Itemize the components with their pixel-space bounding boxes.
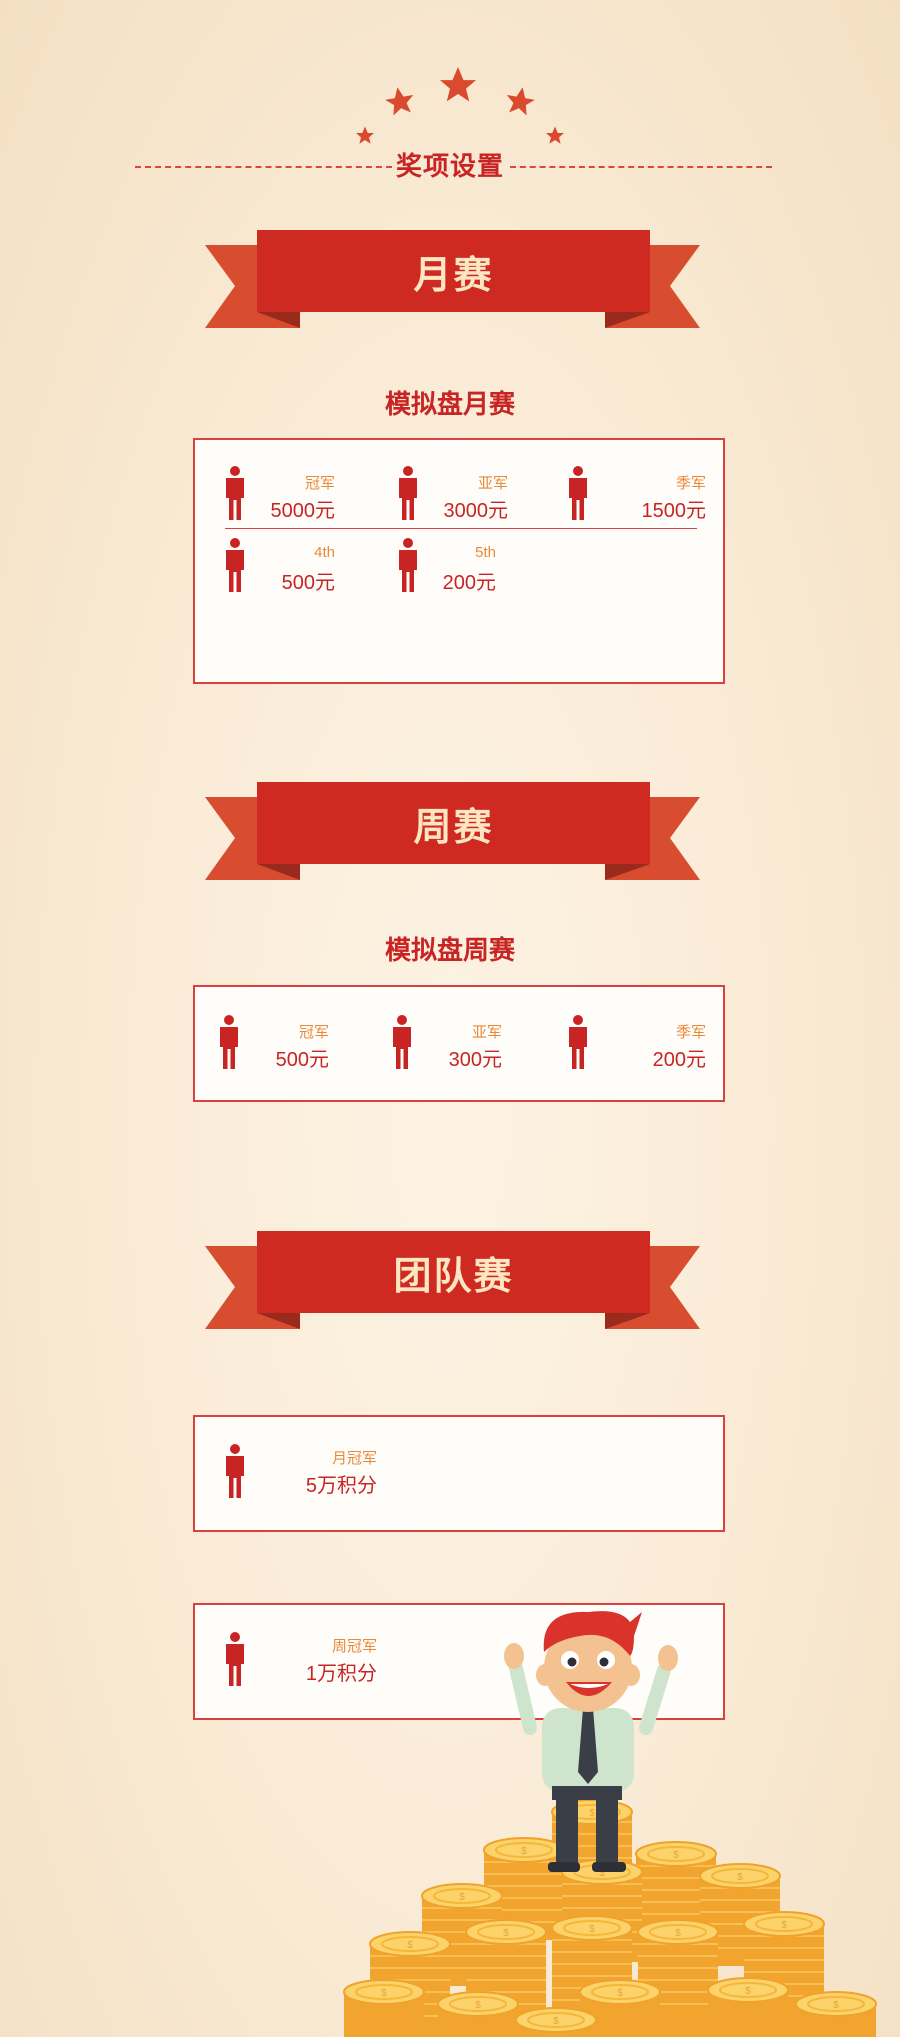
coin-stack: $	[343, 1611, 877, 2037]
businessman-illustration	[504, 1611, 678, 1872]
prize-card-team-monthly: 月冠军 5万积分	[193, 1415, 725, 1532]
person-icon	[226, 1632, 244, 1686]
star-icon	[383, 84, 417, 117]
prize-item: 4th 500元	[195, 538, 335, 598]
prize-rank: 5th	[475, 544, 496, 561]
section-title-weekly: 模拟盘周赛	[384, 935, 515, 965]
prize-rank: 月冠军	[331, 1450, 377, 1467]
person-icon	[399, 538, 417, 592]
prize-rank: 4th	[314, 544, 335, 561]
prize-rank: 冠军	[304, 475, 335, 492]
prize-amount: 500元	[275, 1049, 329, 1071]
prize-item: 冠军 5000元	[195, 466, 335, 526]
ribbon-banner-monthly: 月赛	[205, 230, 700, 330]
page-title: 奖项设置	[395, 151, 504, 181]
person-icon	[220, 1015, 238, 1069]
prize-amount: 5万积分	[305, 1475, 377, 1497]
ribbon-label: 月赛	[413, 254, 494, 297]
header-divider-left	[135, 166, 392, 168]
prize-item: 月冠军 5万积分	[195, 1441, 395, 1501]
prize-amount: 500元	[281, 572, 335, 594]
person-icon	[399, 466, 417, 520]
prize-item: 周冠军 1万积分	[195, 1629, 395, 1689]
person-icon	[569, 466, 587, 520]
prize-item: 亚军 300元	[362, 1015, 502, 1075]
prize-amount: 3000元	[443, 500, 509, 522]
person-icon	[393, 1015, 411, 1069]
ribbon-label: 周赛	[413, 806, 494, 849]
header-divider-right	[510, 166, 772, 168]
ribbon-label: 团队赛	[393, 1255, 514, 1298]
star-icon	[355, 126, 375, 144]
person-icon	[226, 538, 244, 592]
prize-rank: 亚军	[471, 1024, 502, 1041]
prize-amount: 5000元	[270, 500, 336, 522]
star-icon	[503, 84, 537, 117]
ribbon-banner-team: 团队赛	[205, 1231, 700, 1331]
prize-card-weekly: 冠军 500元 亚军 300元 季军 200元	[193, 985, 725, 1102]
prize-divider	[225, 528, 697, 529]
prize-item: 亚军 3000元	[368, 466, 508, 526]
prize-amount: 1500元	[641, 500, 707, 522]
section-title-monthly: 模拟盘月赛	[384, 389, 515, 419]
prize-amount: 200元	[652, 1049, 706, 1071]
person-icon	[226, 466, 244, 520]
prize-amount: 1万积分	[305, 1663, 377, 1685]
prize-rank: 亚军	[477, 475, 508, 492]
prize-item: 5th 200元	[368, 538, 496, 598]
prize-rank: 季军	[675, 1024, 706, 1041]
prize-amount: 300元	[448, 1049, 502, 1071]
prize-rank: 冠军	[298, 1024, 329, 1041]
star-icon	[545, 126, 565, 144]
prize-item: 冠军 500元	[189, 1015, 329, 1075]
prize-item: 季军 200元	[538, 1015, 706, 1075]
prize-card-monthly: 冠军 5000元 亚军 3000元 季军 1500元 4th 500元 5th …	[193, 438, 725, 684]
prize-item: 季军 1500元	[538, 466, 706, 526]
prize-amount: 200元	[442, 572, 496, 594]
star-icon	[439, 67, 477, 102]
stars-decoration	[355, 67, 565, 144]
person-icon	[226, 1444, 244, 1498]
person-icon	[569, 1015, 587, 1069]
prize-rank: 周冠军	[331, 1638, 377, 1655]
prize-rank: 季军	[675, 475, 706, 492]
ribbon-banner-weekly: 周赛	[205, 782, 700, 882]
